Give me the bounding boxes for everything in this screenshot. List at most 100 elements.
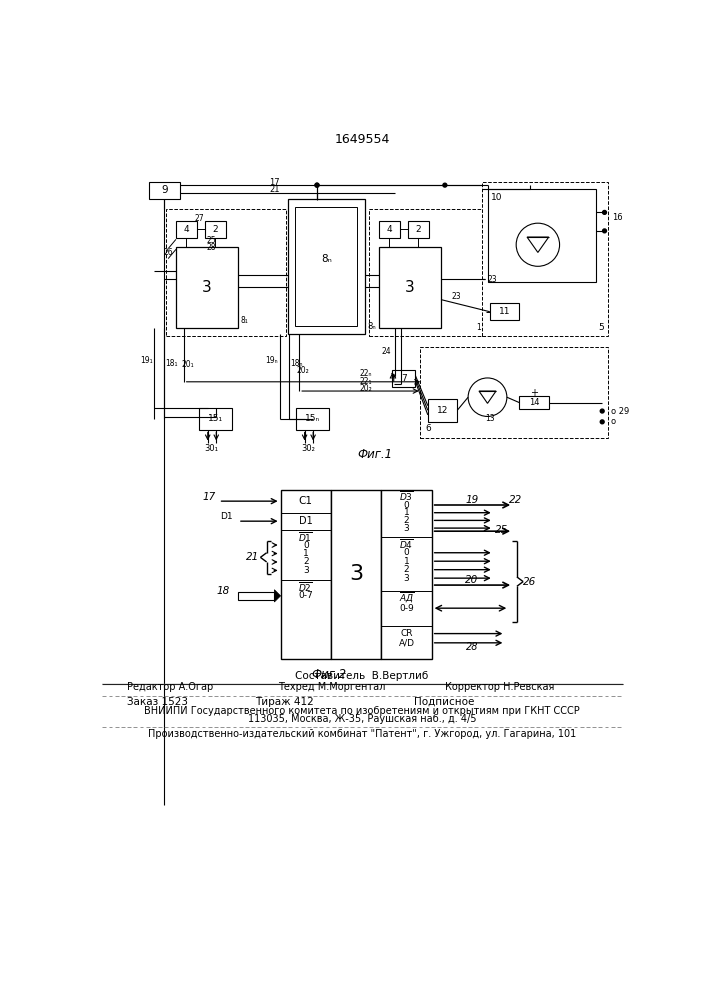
Text: Фиг.1: Фиг.1 bbox=[358, 448, 392, 461]
Text: D1: D1 bbox=[220, 512, 233, 521]
Bar bbox=[281, 490, 331, 659]
Text: D1: D1 bbox=[299, 516, 312, 526]
Bar bbox=[238, 592, 274, 600]
Text: 6: 6 bbox=[426, 424, 431, 433]
Text: CR: CR bbox=[400, 629, 413, 638]
Text: 25: 25 bbox=[206, 236, 216, 245]
Text: 24: 24 bbox=[382, 347, 392, 356]
Bar bbox=[488, 189, 596, 282]
Circle shape bbox=[600, 420, 604, 424]
Bar bbox=[379, 247, 441, 328]
Text: 8ₙ: 8ₙ bbox=[321, 254, 332, 264]
Text: o 29: o 29 bbox=[611, 407, 629, 416]
Bar bbox=[482, 182, 609, 336]
Text: A/D: A/D bbox=[399, 638, 414, 647]
Text: 0: 0 bbox=[404, 500, 409, 510]
Bar bbox=[199, 408, 232, 430]
Bar bbox=[331, 490, 381, 659]
Bar bbox=[381, 490, 432, 659]
Text: 19: 19 bbox=[465, 495, 479, 505]
Text: 19₁: 19₁ bbox=[140, 356, 153, 365]
Circle shape bbox=[602, 210, 607, 214]
Text: ВНИИПИ Государственного комитета по изобретениям и открытиям при ГКНТ СССР: ВНИИПИ Государственного комитета по изоб… bbox=[144, 706, 580, 716]
Text: 1: 1 bbox=[404, 557, 409, 566]
Text: 23: 23 bbox=[488, 275, 497, 284]
Text: 17: 17 bbox=[269, 178, 280, 187]
Circle shape bbox=[443, 183, 447, 187]
Bar bbox=[519, 396, 549, 409]
Text: 7: 7 bbox=[401, 374, 407, 383]
Bar bbox=[490, 303, 519, 320]
Text: 9: 9 bbox=[161, 185, 168, 195]
Text: 19ₙ: 19ₙ bbox=[266, 356, 279, 365]
Text: Техред М.Моргентал: Техред М.Моргентал bbox=[279, 682, 385, 692]
Text: 2: 2 bbox=[303, 557, 308, 566]
Text: $\overline{D3}$: $\overline{D3}$ bbox=[399, 490, 414, 503]
Text: 4: 4 bbox=[184, 225, 189, 234]
Text: C1: C1 bbox=[299, 496, 312, 506]
Text: 3: 3 bbox=[405, 280, 415, 295]
Text: 4: 4 bbox=[387, 225, 392, 234]
Circle shape bbox=[315, 183, 319, 187]
Text: 3: 3 bbox=[349, 564, 363, 584]
Bar bbox=[420, 347, 609, 438]
Text: 21: 21 bbox=[269, 185, 280, 194]
Text: 8₁: 8₁ bbox=[240, 316, 248, 325]
Text: 22ₙ: 22ₙ bbox=[360, 369, 372, 378]
Text: 2: 2 bbox=[212, 225, 218, 234]
Bar bbox=[428, 399, 457, 422]
Text: 25: 25 bbox=[495, 525, 508, 535]
Text: 18₁: 18₁ bbox=[165, 359, 177, 368]
Text: 3: 3 bbox=[404, 524, 409, 533]
Text: 0: 0 bbox=[404, 548, 409, 557]
Bar bbox=[149, 182, 180, 199]
Text: 2: 2 bbox=[415, 225, 421, 234]
Text: 0-9: 0-9 bbox=[399, 604, 414, 613]
Text: 28: 28 bbox=[466, 642, 478, 652]
Text: 16: 16 bbox=[612, 213, 623, 222]
Bar bbox=[369, 209, 485, 336]
Text: 15ₙ: 15ₙ bbox=[305, 414, 320, 423]
Text: 27: 27 bbox=[194, 214, 204, 223]
Bar bbox=[166, 209, 286, 336]
Text: 2: 2 bbox=[404, 565, 409, 574]
Text: 18: 18 bbox=[217, 586, 230, 596]
Text: o: o bbox=[611, 417, 616, 426]
Text: 8ₙ: 8ₙ bbox=[368, 322, 376, 331]
Text: 3: 3 bbox=[303, 566, 309, 575]
Circle shape bbox=[315, 183, 319, 187]
Text: Подписное: Подписное bbox=[414, 697, 474, 707]
Text: 11: 11 bbox=[499, 307, 510, 316]
Text: Тираж 412: Тираж 412 bbox=[255, 697, 314, 707]
Text: 13: 13 bbox=[485, 414, 495, 423]
Bar bbox=[296, 207, 357, 326]
Text: 22₁: 22₁ bbox=[360, 377, 372, 386]
Text: 12: 12 bbox=[437, 406, 448, 415]
Text: 0: 0 bbox=[303, 541, 309, 550]
Text: 3: 3 bbox=[404, 574, 409, 583]
Polygon shape bbox=[274, 590, 281, 602]
Text: $\overline{АД}$: $\overline{АД}$ bbox=[399, 591, 414, 605]
Text: 20₁: 20₁ bbox=[181, 360, 194, 369]
Circle shape bbox=[602, 229, 607, 233]
Text: 18ₙ: 18ₙ bbox=[291, 359, 303, 368]
Bar bbox=[176, 221, 197, 238]
Bar bbox=[288, 199, 365, 334]
Bar bbox=[379, 221, 400, 238]
Text: Заказ 1523: Заказ 1523 bbox=[127, 697, 188, 707]
Text: $\overline{D4}$: $\overline{D4}$ bbox=[399, 537, 414, 551]
Bar bbox=[392, 370, 416, 387]
Text: Корректор Н.Ревская: Корректор Н.Ревская bbox=[445, 682, 554, 692]
Text: 3: 3 bbox=[202, 280, 212, 295]
Text: 20₂: 20₂ bbox=[359, 384, 372, 393]
Text: Фиг.2: Фиг.2 bbox=[311, 668, 346, 681]
Bar bbox=[176, 247, 238, 328]
Text: 21: 21 bbox=[246, 552, 259, 562]
Bar bbox=[204, 221, 226, 238]
Text: 113035, Москва, Ж-35, Раушская наб., д. 4/5: 113035, Москва, Ж-35, Раушская наб., д. … bbox=[247, 714, 477, 724]
Text: 23: 23 bbox=[452, 292, 461, 301]
Text: $\overline{D2}$: $\overline{D2}$ bbox=[298, 580, 313, 594]
Text: 10: 10 bbox=[491, 192, 503, 202]
Text: 20: 20 bbox=[465, 575, 479, 585]
Text: 1: 1 bbox=[303, 549, 309, 558]
